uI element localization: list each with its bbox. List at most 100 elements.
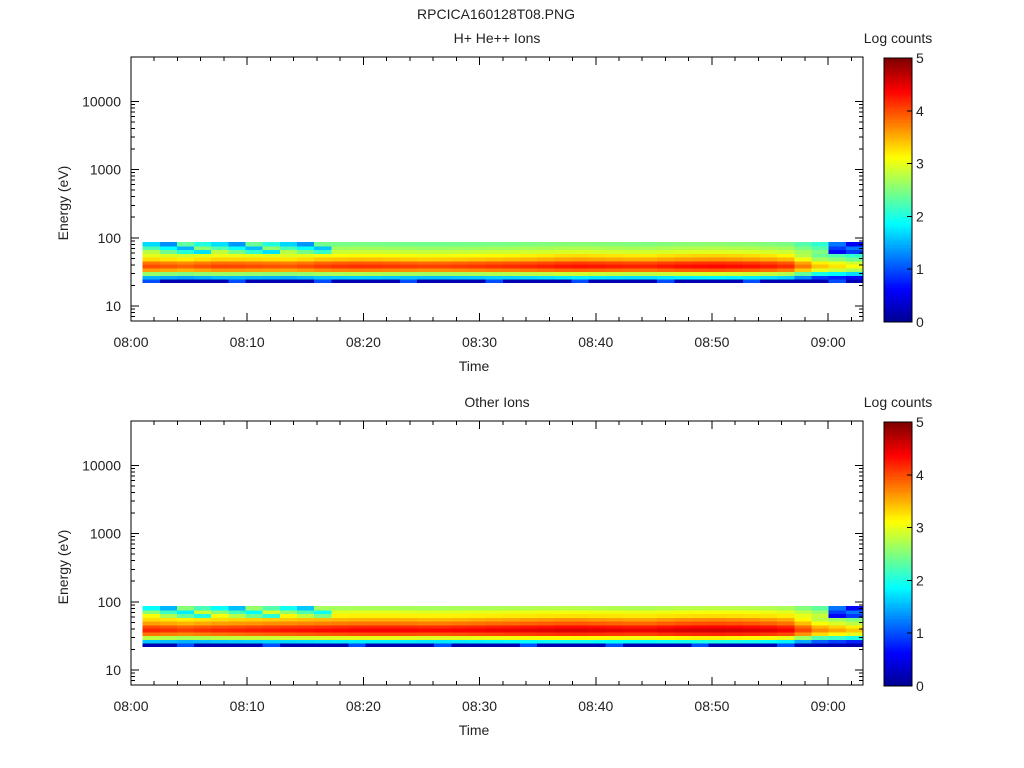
spectrogram-cell bbox=[296, 245, 315, 251]
spectrogram-cell bbox=[760, 606, 778, 611]
spectrogram-cell bbox=[348, 249, 367, 254]
colorbar-swatch bbox=[884, 77, 912, 81]
spectrogram-cell bbox=[657, 613, 675, 618]
spectrogram-cell bbox=[811, 624, 830, 629]
colorbar-swatch bbox=[884, 655, 912, 658]
spectrogram-cell bbox=[640, 245, 658, 251]
colorbar-frame bbox=[883, 421, 913, 687]
spectrogram-cell bbox=[519, 606, 538, 611]
spectrogram-cell bbox=[434, 242, 452, 247]
colorbar-swatch bbox=[884, 220, 912, 224]
spectrogram-cell bbox=[434, 253, 452, 258]
spectrogram-cell bbox=[742, 253, 761, 258]
spectrogram-cell bbox=[485, 278, 504, 284]
colorbar-swatch bbox=[884, 214, 912, 217]
spectrogram-cell bbox=[674, 617, 693, 622]
colorbar-swatch bbox=[884, 150, 912, 154]
colorbar-swatch bbox=[884, 639, 912, 643]
spectrogram-cell bbox=[262, 249, 281, 254]
spectrogram-cell bbox=[571, 278, 590, 284]
spectrogram-cell bbox=[314, 264, 332, 269]
spectrogram-cell bbox=[314, 253, 332, 258]
colorbar-swatch bbox=[884, 174, 912, 178]
colorbar-swatch bbox=[884, 567, 912, 570]
spectrogram-cell bbox=[417, 631, 435, 637]
y-tick-label: 100 bbox=[98, 230, 122, 246]
y-tick-label: 1000 bbox=[90, 162, 121, 178]
spectrogram-cell bbox=[348, 635, 367, 641]
spectrogram-cell bbox=[725, 264, 744, 269]
spectrogram-cell bbox=[331, 642, 350, 648]
spectrogram-cell bbox=[605, 639, 624, 644]
spectrogram-cell bbox=[777, 635, 795, 641]
colorbar-swatch bbox=[884, 240, 912, 244]
spectrogram-cell bbox=[742, 628, 761, 633]
spectrogram-cell bbox=[296, 249, 315, 254]
spectrogram-cell bbox=[314, 242, 332, 247]
colorbar-swatch bbox=[884, 424, 912, 427]
spectrogram-cell bbox=[794, 642, 813, 648]
spectrogram-cell bbox=[588, 624, 607, 629]
spectrogram-cell bbox=[279, 617, 298, 622]
spectrogram-cell bbox=[537, 639, 555, 644]
colorbar-swatch bbox=[884, 176, 912, 180]
spectrogram-cell bbox=[502, 621, 521, 626]
spectrogram-cell bbox=[537, 257, 555, 262]
spectrogram-cell bbox=[674, 264, 693, 269]
spectrogram-cell bbox=[519, 242, 538, 247]
spectrogram-cell bbox=[657, 267, 675, 273]
y-tick-label: 10 bbox=[105, 298, 121, 314]
spectrogram-cell bbox=[657, 264, 675, 269]
colorbar-swatch bbox=[884, 472, 912, 476]
spectrogram-cell bbox=[314, 278, 332, 284]
colorbar-swatch bbox=[884, 267, 912, 270]
spectrogram-cell bbox=[399, 267, 418, 273]
spectrogram-cell bbox=[828, 242, 847, 247]
spectrogram-cell bbox=[365, 631, 384, 637]
spectrogram-cell bbox=[331, 249, 350, 254]
spectrogram-cell bbox=[794, 264, 813, 269]
spectrogram-cell bbox=[674, 624, 693, 629]
spectrogram-cell bbox=[228, 245, 247, 251]
spectrogram-cell bbox=[485, 253, 504, 258]
spectrogram-cell bbox=[519, 631, 538, 637]
spectrogram-cell bbox=[228, 613, 247, 618]
spectrogram-cell bbox=[417, 609, 435, 615]
spectrogram-cell bbox=[845, 245, 864, 251]
colorbar-swatch bbox=[884, 422, 912, 425]
spectrogram-cell bbox=[417, 278, 435, 284]
spectrogram-cell bbox=[657, 242, 675, 247]
colorbar-tick-label: 0 bbox=[916, 314, 924, 330]
spectrogram-cell bbox=[176, 628, 195, 633]
colorbar-swatch bbox=[884, 547, 912, 551]
y-tick-label: 10 bbox=[105, 662, 121, 678]
spectrogram-cell bbox=[571, 249, 590, 254]
spectrogram-cell bbox=[468, 264, 487, 269]
spectrogram-cell bbox=[640, 249, 658, 254]
spectrogram-cell bbox=[519, 275, 538, 280]
spectrogram-cell bbox=[519, 635, 538, 641]
spectrogram-cell bbox=[777, 253, 795, 258]
spectrogram-cell bbox=[657, 275, 675, 280]
spectrogram-cell bbox=[537, 249, 555, 254]
spectrogram-cell bbox=[622, 631, 641, 637]
spectrogram-cell bbox=[434, 278, 452, 284]
spectrogram-cell bbox=[159, 642, 178, 648]
spectrogram-cell bbox=[554, 249, 573, 254]
colorbar-swatch bbox=[884, 551, 912, 555]
spectrogram-cell bbox=[485, 613, 504, 618]
spectrogram-cell bbox=[211, 639, 229, 644]
spectrogram-cell bbox=[382, 278, 401, 284]
spectrogram-cell bbox=[794, 275, 813, 280]
colorbar-tick-label: 2 bbox=[916, 572, 924, 588]
spectrogram-cell bbox=[382, 639, 401, 644]
spectrogram-cell bbox=[760, 613, 778, 618]
spectrogram-cell bbox=[194, 631, 212, 637]
spectrogram-cell bbox=[365, 278, 384, 284]
spectrogram-cell bbox=[725, 249, 744, 254]
spectrogram-cell bbox=[348, 613, 367, 618]
spectrogram-cell bbox=[228, 642, 247, 648]
spectrogram-cell bbox=[331, 609, 350, 615]
colorbar-swatch bbox=[884, 477, 912, 480]
